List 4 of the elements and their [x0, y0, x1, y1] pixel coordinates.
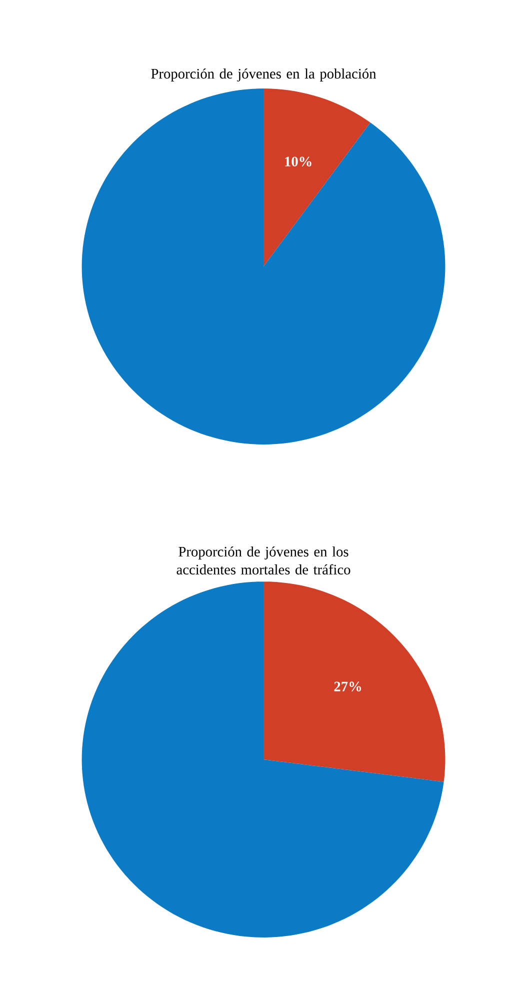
chart-title: Proporción de jóvenes en los accidentes mortales de tráfico	[176, 546, 350, 575]
data-label: 10%	[285, 156, 312, 166]
chart-title: Proporción de jóvenes en la población	[151, 68, 376, 82]
data-label: 27%	[334, 682, 362, 692]
